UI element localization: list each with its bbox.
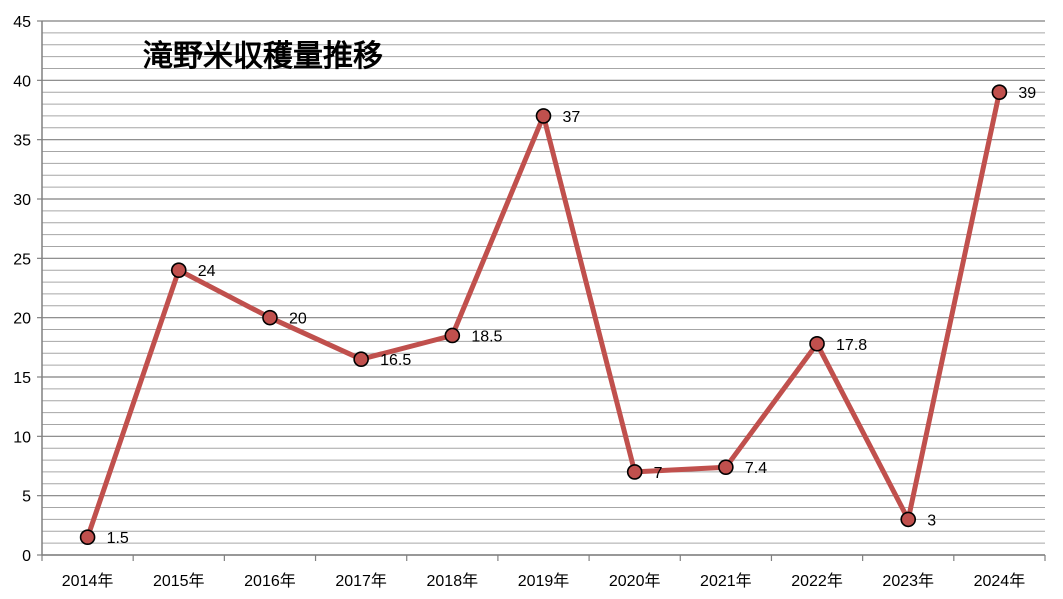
data-label: 24 — [198, 263, 216, 280]
x-tick-label: 2017年 — [335, 572, 387, 590]
data-point — [79, 529, 96, 546]
y-tick-label: 15 — [13, 370, 31, 387]
x-tick-labels: 2014年 2015年 2016年 2017年 2018年 2019年 2020年 2021年… — [62, 572, 1025, 590]
x-tick-label: 2022年 — [791, 572, 843, 590]
y-tick-label: 25 — [13, 251, 31, 268]
y-tick-labels: 0 5 10 15 20 25 30 35 40 45 — [13, 14, 31, 565]
data-label: 3 — [927, 512, 936, 529]
data-point — [991, 84, 1008, 100]
x-tick-label: 2024年 — [974, 572, 1026, 590]
y-tick-label: 40 — [13, 73, 31, 90]
data-label: 37 — [563, 109, 581, 126]
data-label: 7 — [654, 465, 663, 482]
x-tick-label: 2023年 — [882, 572, 934, 590]
data-label: 18.5 — [471, 328, 502, 345]
series — [79, 84, 1008, 546]
y-tick-label: 35 — [13, 133, 31, 150]
chart-title: 滝野米収穫量推移 — [143, 39, 383, 74]
data-point — [718, 459, 734, 475]
y-tick-label: 10 — [13, 429, 31, 446]
data-point — [900, 511, 917, 528]
data-point — [626, 464, 643, 480]
data-point — [262, 309, 278, 326]
axes — [37, 20, 1046, 561]
x-tick-label: 2014年 — [62, 572, 114, 590]
y-tick-label: 0 — [22, 548, 31, 565]
x-tick-label: 2016年 — [244, 572, 296, 590]
x-tick-label: 2019年 — [518, 572, 570, 590]
y-tick-label: 45 — [13, 14, 31, 31]
x-tick-label: 2015年 — [153, 572, 205, 590]
data-point — [809, 335, 825, 352]
x-tick-label: 2021年 — [700, 572, 752, 590]
data-point — [535, 108, 552, 124]
data-label: 20 — [289, 311, 307, 328]
data-point — [444, 327, 461, 344]
data-label: 16.5 — [380, 352, 411, 369]
y-tick-label: 5 — [22, 489, 31, 506]
data-point — [353, 351, 369, 368]
y-tick-label: 30 — [13, 192, 31, 209]
data-label: 1.5 — [107, 530, 129, 547]
data-labels: 1.5 24 20 16.5 18.5 37 7 7.4 17.8 3 39 — [107, 85, 1037, 547]
data-label: 17.8 — [836, 337, 867, 354]
data-label: 39 — [1018, 85, 1036, 102]
series-line — [85, 89, 1002, 540]
grid — [42, 20, 1045, 556]
y-tick-label: 20 — [13, 311, 31, 328]
data-point — [170, 262, 187, 279]
x-tick-label: 2020年 — [609, 572, 661, 590]
data-label: 7.4 — [745, 460, 767, 477]
x-tick-label: 2018年 — [427, 572, 479, 590]
